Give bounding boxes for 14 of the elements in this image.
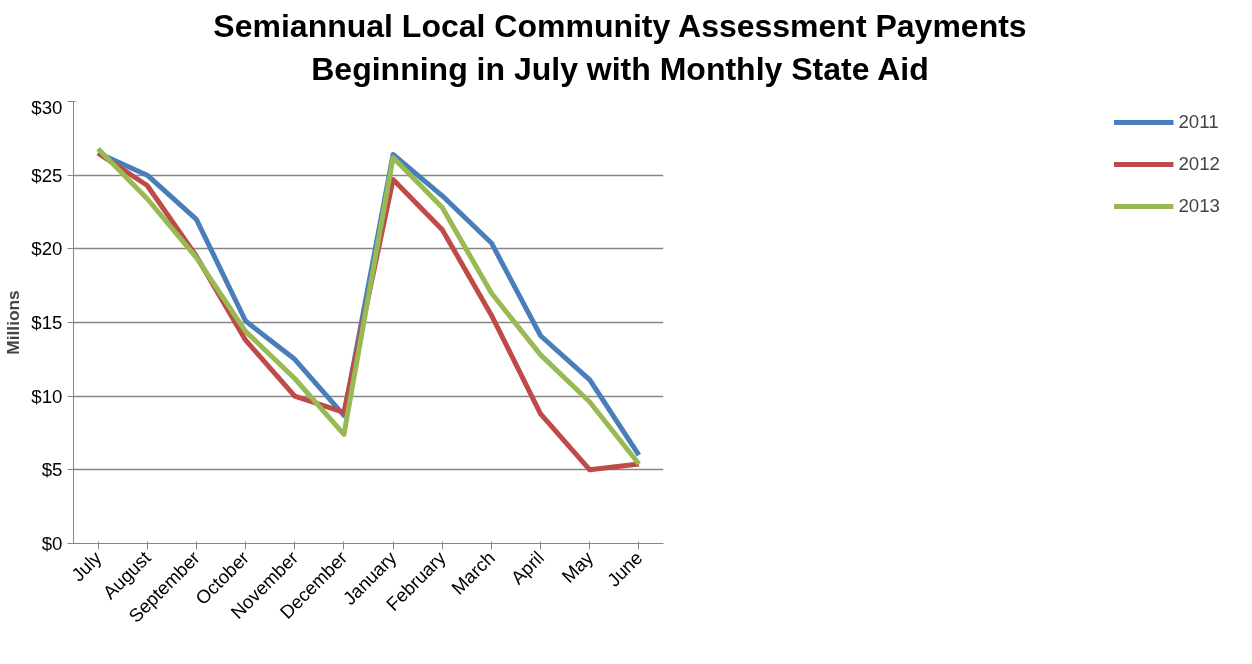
chart-title: Semiannual Local Community Assessment Payments Beginning in July with Monthly State Aid — [213, 7, 1027, 90]
y-tick-label: $25 — [31, 165, 63, 187]
y-tick-label: $10 — [31, 386, 63, 408]
y-tick-label: $5 — [41, 459, 63, 481]
y-tick-label: $15 — [31, 312, 63, 334]
y-axis-title: Millions — [3, 290, 24, 356]
legend-label: 2012 — [1178, 153, 1220, 176]
x-tick-label: July — [67, 546, 106, 586]
legend-label: 2013 — [1178, 195, 1220, 218]
y-tick-label: $0 — [41, 533, 63, 555]
y-tick-label: $30 — [31, 96, 63, 118]
x-tick-label: May — [557, 546, 598, 588]
legend-label: 2011 — [1178, 111, 1219, 134]
y-tick-label: $20 — [31, 238, 63, 260]
